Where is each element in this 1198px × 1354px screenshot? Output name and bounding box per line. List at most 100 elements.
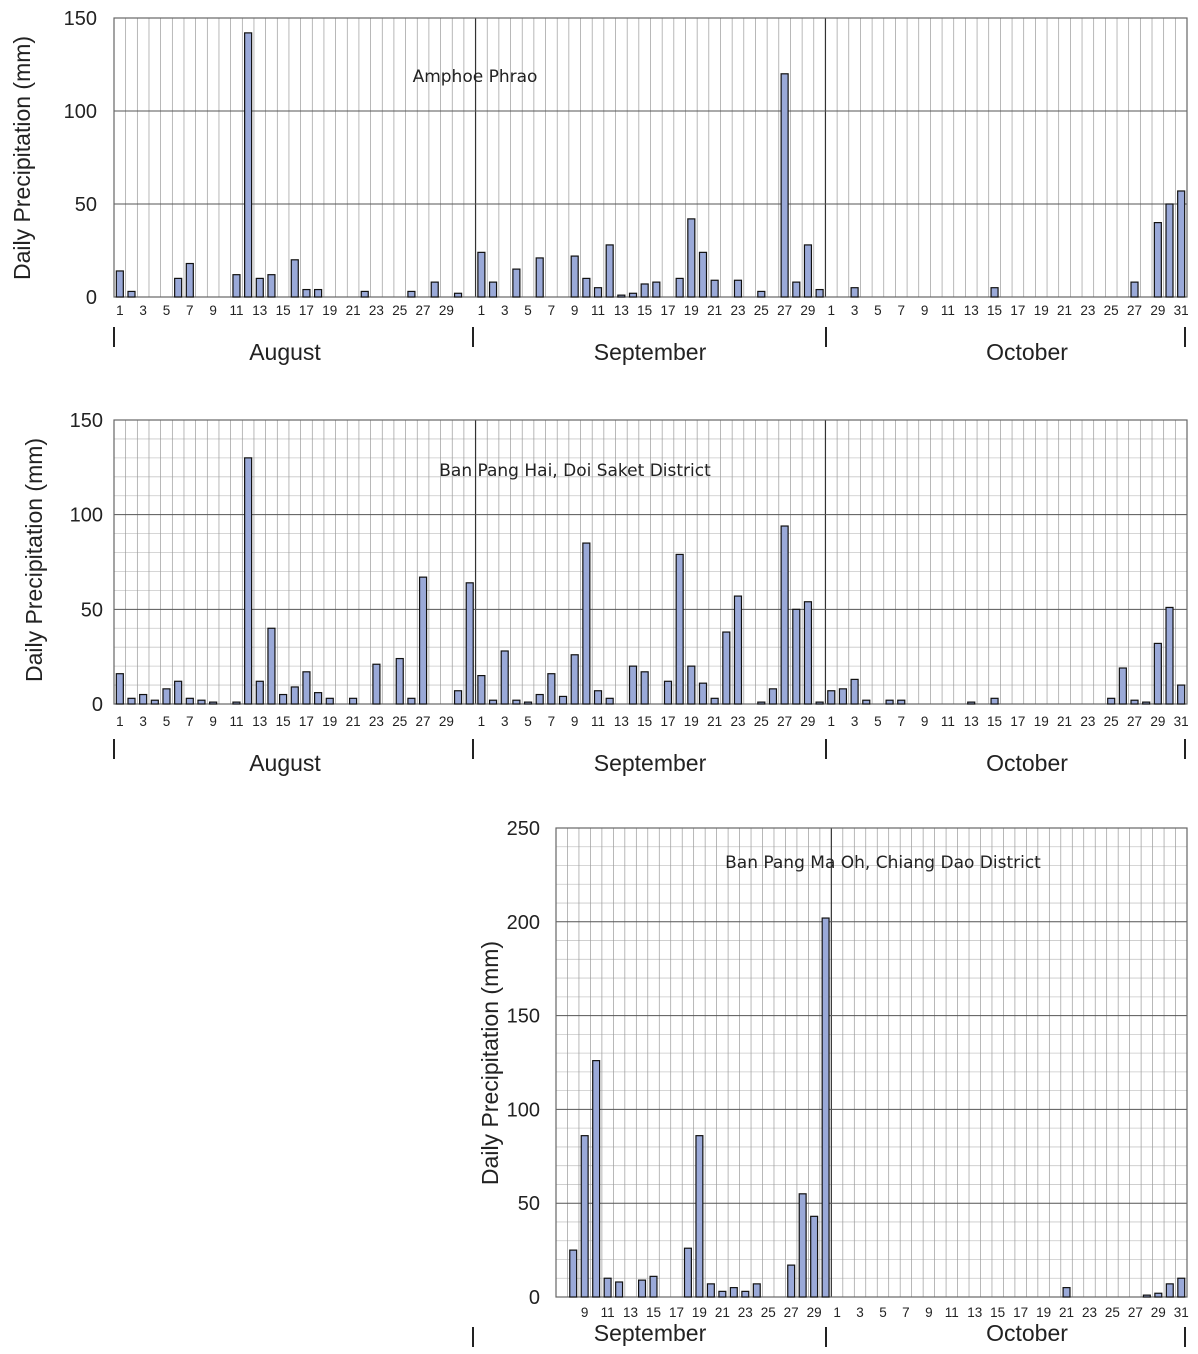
x-tick-label: 25	[1104, 303, 1119, 318]
bar	[1165, 606, 1174, 705]
x-tick-label: 7	[186, 714, 194, 729]
bar	[803, 601, 813, 705]
x-tick-label: 25	[754, 714, 769, 729]
bar	[1177, 684, 1186, 705]
bar	[535, 693, 544, 705]
month-label: September	[594, 1320, 707, 1346]
x-tick-label: 29	[800, 714, 815, 729]
bar	[1177, 1277, 1186, 1298]
bar	[1177, 190, 1186, 298]
x-tick-label: 23	[738, 1305, 753, 1320]
x-tick-label: 21	[715, 1305, 730, 1320]
y-tick-label: 0	[86, 287, 97, 309]
bar	[232, 701, 241, 705]
y-tick-label: 50	[81, 599, 103, 621]
bar	[710, 279, 719, 298]
x-tick-label: 19	[684, 714, 699, 729]
x-tick-label: 11	[945, 1305, 959, 1320]
x-tick-label: 11	[229, 303, 243, 318]
chart-title: Amphoe Phrao	[413, 67, 538, 87]
bar	[535, 257, 544, 298]
x-tick-label: 29	[439, 714, 454, 729]
bar	[115, 270, 124, 298]
bar	[628, 292, 638, 298]
x-tick-label: 13	[623, 1305, 638, 1320]
bar	[617, 294, 626, 298]
y-tick-label: 100	[70, 505, 103, 527]
bar	[580, 1135, 589, 1298]
bar	[407, 697, 416, 705]
x-tick-label: 29	[1150, 714, 1165, 729]
x-tick-label: 17	[660, 303, 675, 318]
x-tick-label: 9	[209, 714, 217, 729]
x-tick-label: 7	[897, 714, 905, 729]
bar	[780, 525, 789, 705]
bar	[127, 290, 136, 298]
x-tick-label: 23	[730, 303, 745, 318]
x-tick-label: 7	[548, 714, 556, 729]
x-tick-label: 29	[807, 1305, 822, 1320]
x-tick-label: 29	[1150, 303, 1165, 318]
x-tick-label: 15	[637, 303, 652, 318]
x-tick-label: 5	[874, 303, 882, 318]
x-tick-label: 21	[1059, 1305, 1074, 1320]
bar	[314, 288, 323, 298]
x-tick-label: 3	[139, 303, 147, 318]
bar	[687, 665, 696, 705]
x-tick-label: 19	[1036, 1305, 1051, 1320]
x-tick-label: 17	[1010, 714, 1025, 729]
plot-frame	[555, 827, 1188, 1298]
x-tick-label: 11	[591, 714, 605, 729]
bar	[512, 699, 521, 705]
x-tick-label: 23	[369, 303, 384, 318]
bar	[1062, 1287, 1071, 1298]
bar	[174, 680, 183, 705]
bar	[582, 277, 591, 298]
bar	[592, 1060, 601, 1298]
y-tick-label: 50	[518, 1193, 540, 1215]
bar	[605, 697, 614, 705]
y-axis-label: Daily Precipitation (mm)	[477, 941, 503, 1185]
plot-area	[556, 828, 1187, 1297]
x-tick-label: 17	[299, 303, 314, 318]
bar	[127, 697, 136, 705]
x-tick-label: 27	[777, 714, 792, 729]
bar	[815, 701, 824, 705]
x-tick-label: 5	[163, 714, 171, 729]
x-tick-label: 23	[369, 714, 384, 729]
month-label: August	[249, 750, 321, 776]
x-tick-label: 7	[897, 303, 905, 318]
bar	[302, 288, 311, 298]
bar	[1153, 222, 1162, 298]
x-tick-label: 3	[139, 714, 147, 729]
bar	[570, 255, 579, 298]
bar	[279, 693, 288, 705]
bar	[255, 277, 264, 298]
x-tick-label: 13	[967, 1305, 982, 1320]
bar	[638, 1279, 647, 1298]
x-tick-label: 9	[581, 1305, 589, 1320]
bar	[687, 218, 696, 298]
month-label: September	[594, 750, 707, 776]
bar	[722, 631, 731, 705]
x-tick-label: 25	[761, 1305, 776, 1320]
bar	[477, 674, 486, 705]
bar	[395, 657, 404, 705]
bar	[821, 917, 830, 1298]
chart-2: 0 50 100 150 Daily Precipitation (mm) Ban Pan…	[21, 410, 1189, 776]
x-tick-label: 17	[669, 1305, 684, 1320]
bar	[706, 1283, 715, 1298]
bar	[827, 690, 836, 705]
bar	[174, 277, 183, 298]
x-tick-label: 1	[828, 303, 836, 318]
bar	[430, 281, 439, 298]
bar	[488, 281, 498, 298]
bar	[500, 650, 509, 705]
y-tick-label: 250	[507, 818, 540, 840]
x-tick-label: 19	[1034, 303, 1049, 318]
bar	[780, 73, 789, 298]
bar	[663, 680, 673, 705]
bar	[675, 277, 684, 298]
bar	[698, 251, 708, 298]
plot-frame	[113, 419, 1188, 705]
